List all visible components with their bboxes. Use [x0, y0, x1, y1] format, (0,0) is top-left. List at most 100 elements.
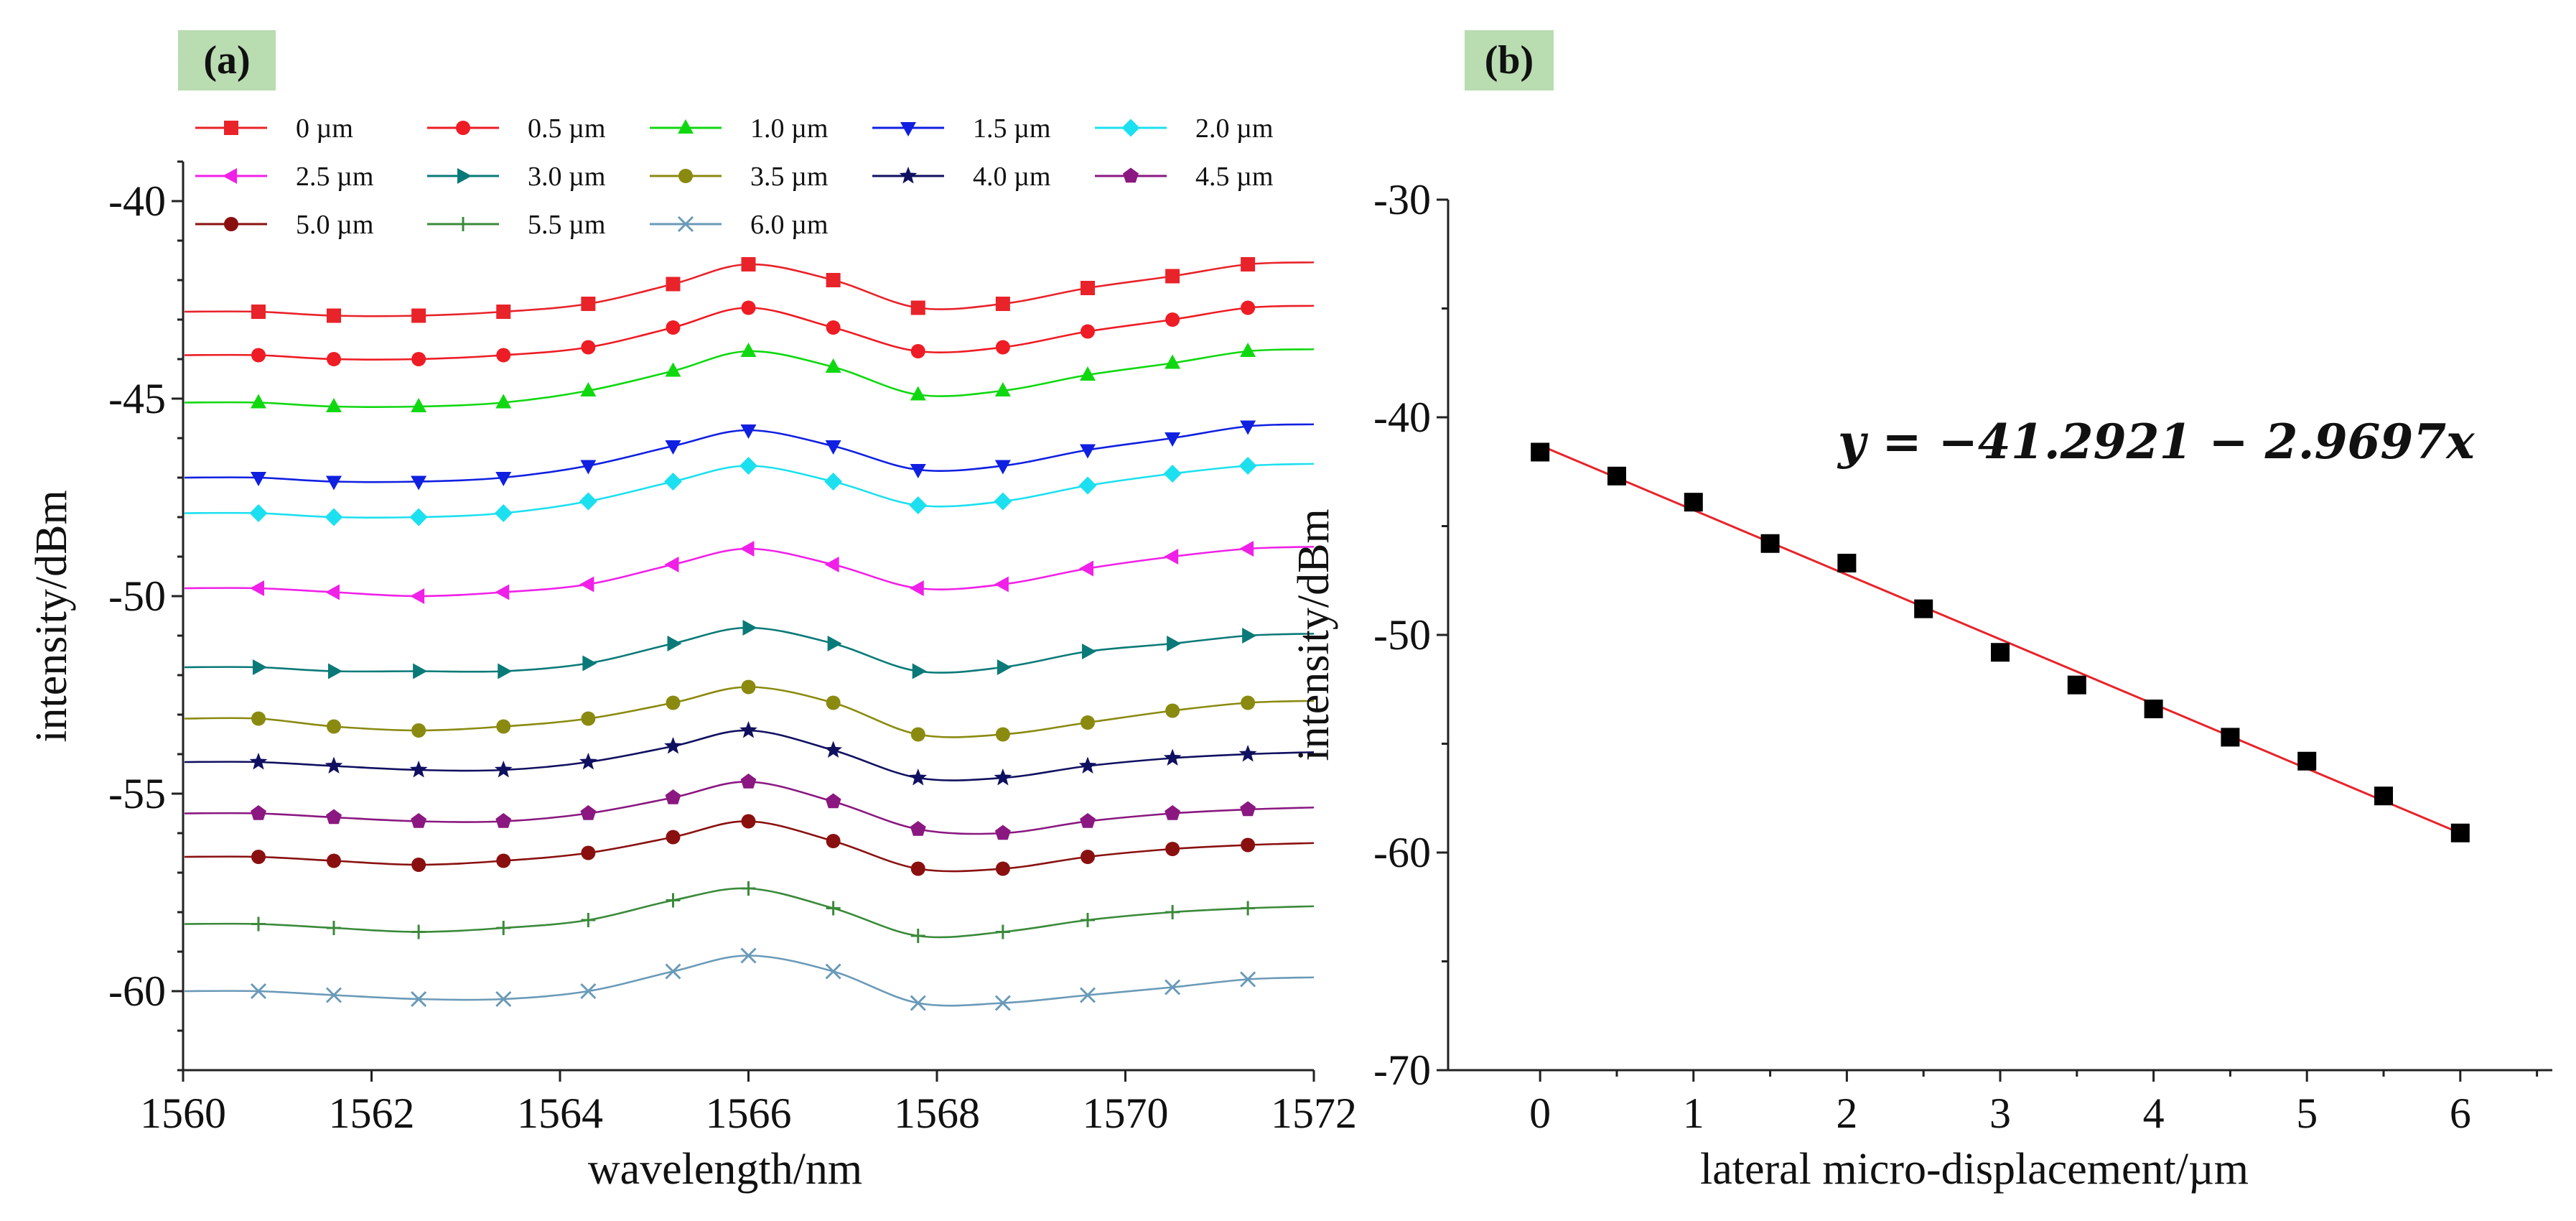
series-4.5m: [184, 774, 1315, 840]
data-point: [741, 300, 756, 315]
data-point: [995, 297, 1010, 311]
data-point: [1165, 905, 1180, 919]
panel-b-label-background: [1465, 30, 1554, 90]
data-point: [667, 636, 682, 651]
data-point: [910, 464, 926, 478]
series-4.0m: [184, 721, 1315, 786]
series-line: [184, 820, 1315, 873]
data-point: [1914, 599, 1933, 618]
legend-marker: [900, 122, 916, 136]
data-point: [739, 457, 757, 475]
data-point: [1165, 269, 1180, 284]
series-line: [184, 626, 1315, 674]
data-point: [1078, 476, 1097, 495]
data-point: [910, 929, 925, 943]
data-point: [249, 504, 268, 522]
data-point: [1080, 813, 1096, 828]
panel-a-label-background: [178, 30, 276, 90]
data-point: [1080, 366, 1096, 381]
panel-a-x-axis-title: wavelength/nm: [588, 1145, 862, 1194]
data-point: [581, 297, 596, 311]
data-point: [409, 508, 428, 526]
panel-b-series: [1531, 442, 2470, 842]
panel-a-x-tick-label: 1568: [894, 1090, 980, 1137]
data-point: [666, 320, 681, 335]
data-point: [825, 358, 841, 373]
data-point: [1081, 281, 1095, 295]
data-point: [910, 861, 925, 876]
panel-a-x-tick-label: 1570: [1083, 1090, 1169, 1137]
data-point: [250, 983, 267, 1000]
data-point: [825, 963, 841, 980]
data-point: [910, 995, 926, 1011]
series-3.5m: [184, 679, 1315, 742]
data-point: [665, 362, 681, 377]
data-point: [325, 987, 342, 1003]
data-point: [2297, 751, 2317, 771]
panel-a-x-tick-label: 1566: [706, 1090, 792, 1137]
series-6.0m: [184, 947, 1315, 1011]
data-point: [581, 913, 596, 927]
data-point: [1081, 850, 1095, 864]
legend-label: 5.5 µm: [528, 210, 605, 240]
fit-line: [1539, 444, 2461, 835]
panel-a-ticks: 1560 1562 1564 1566 1568 1570 1572 -40 -45 -50 -55…: [108, 160, 1357, 1137]
data-point: [328, 663, 342, 679]
data-point: [579, 753, 597, 770]
panel-a-x-tick-label: 1560: [140, 1090, 226, 1137]
panel-b-ticks: 0 1 2 3 4 5 6 -30 -40 -50 -60 -70: [1373, 176, 2539, 1137]
data-point: [665, 789, 681, 804]
data-point: [665, 440, 681, 455]
series-line: [184, 545, 1315, 598]
data-point: [910, 344, 925, 358]
panel-a-series: [184, 257, 1315, 1011]
data-point: [1238, 745, 1257, 762]
panel-b-x-tick-label: 6: [2450, 1090, 2471, 1137]
data-point: [1684, 493, 1703, 512]
data-point: [411, 352, 426, 366]
panel-a-x-tick-label: 1572: [1271, 1090, 1357, 1137]
data-point: [2374, 786, 2394, 806]
data-point: [580, 460, 597, 475]
legend-label: 6.0 µm: [750, 210, 828, 240]
series-2.5m: [184, 541, 1315, 604]
legend-label: 0.5 µm: [528, 113, 605, 144]
data-point: [1163, 465, 1182, 483]
data-point: [1607, 466, 1626, 486]
series-5.5m: [184, 881, 1315, 943]
data-point: [251, 394, 266, 409]
data-point: [581, 845, 596, 860]
legend-label: 1.0 µm: [750, 113, 828, 144]
data-point: [1241, 901, 1256, 916]
data-point: [740, 343, 757, 357]
panel-b-y-tick-label: -50: [1373, 611, 1431, 659]
series-3.0m: [184, 620, 1315, 679]
data-point: [495, 813, 512, 828]
data-point: [1081, 715, 1095, 730]
legend-label: 2.5 µm: [296, 162, 373, 192]
panel-a-y-axis-title: intensity/dBm: [27, 490, 76, 742]
data-point: [910, 821, 926, 836]
data-point: [1239, 541, 1254, 557]
data-point: [741, 679, 756, 695]
data-point: [496, 305, 511, 319]
data-point: [496, 853, 511, 868]
data-point: [580, 805, 597, 820]
data-point: [827, 636, 842, 651]
data-point: [826, 273, 841, 287]
panel-b-y-tick-label: -30: [1373, 176, 1431, 223]
panel-a-x-tick-label: 1562: [329, 1090, 415, 1137]
data-point: [2221, 728, 2240, 747]
data-point: [498, 663, 513, 679]
data-point: [251, 916, 266, 932]
series-5.0m: [184, 814, 1315, 876]
data-point: [411, 398, 427, 412]
panel-b-y-tick-label: -60: [1373, 829, 1431, 876]
legend-marker: [677, 215, 694, 233]
data-point: [411, 723, 426, 738]
legend-marker: [223, 168, 237, 184]
data-point: [411, 858, 426, 872]
data-point: [824, 741, 842, 758]
data-point: [994, 769, 1012, 786]
